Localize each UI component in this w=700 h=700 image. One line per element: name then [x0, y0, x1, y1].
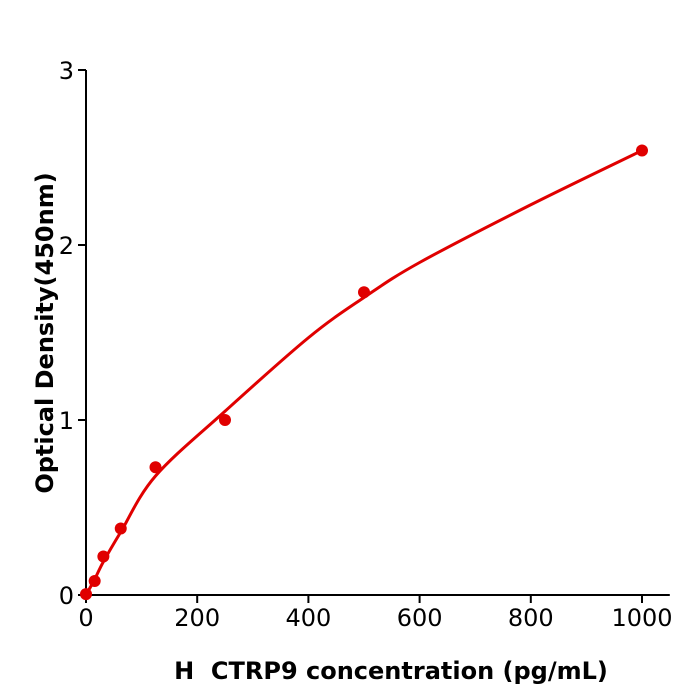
- x-tick-label: 1000: [611, 604, 672, 632]
- data-point: [88, 575, 101, 587]
- x-axis-label: H CTRP9 concentration (pg/mL): [174, 657, 608, 685]
- x-tick-label: 800: [508, 604, 554, 632]
- data-point: [219, 414, 231, 426]
- fit-curve: [84, 149, 643, 596]
- axes: 0 200 400 600 800 1000 0 1 2 3: [59, 57, 673, 632]
- x-tick-label: 600: [397, 604, 443, 632]
- data-point: [149, 461, 162, 474]
- y-tick-label: 1: [59, 407, 74, 435]
- x-tick-label: 400: [285, 604, 331, 632]
- y-tick-label: 3: [59, 57, 74, 85]
- data-points: [80, 144, 648, 601]
- y-tick-label: 0: [59, 582, 74, 610]
- data-point: [636, 144, 648, 157]
- y-axis-label: Optical Density(450nm): [31, 172, 59, 493]
- x-tick-label: 200: [174, 604, 220, 632]
- data-point: [80, 588, 92, 601]
- x-tick-label: 0: [78, 604, 93, 632]
- data-point: [97, 550, 110, 563]
- data-point: [358, 286, 370, 299]
- y-tick-label: 2: [59, 232, 74, 260]
- data-point: [114, 522, 127, 535]
